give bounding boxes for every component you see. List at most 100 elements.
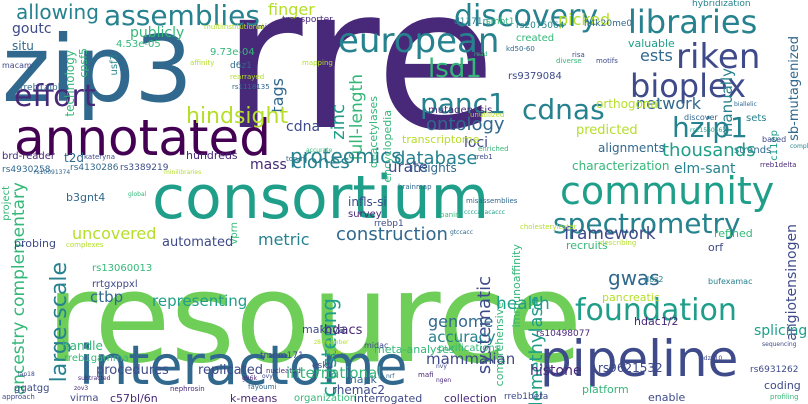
word-motifs: motifs	[596, 57, 618, 65]
word-gwas: gwas	[608, 266, 660, 290]
word-orf: orf	[708, 241, 724, 254]
word-interrogated: interrogated	[354, 392, 423, 404]
word-rreb1beta: rreb1beta	[504, 392, 549, 402]
word-rs4130286: rs4130286	[70, 163, 119, 173]
word-valuable: valuable	[628, 37, 675, 50]
word-macam: macam	[2, 61, 32, 70]
word-rearrayed: rearrayed	[230, 73, 265, 81]
word-global: global	[128, 191, 147, 198]
word-describing: describing	[600, 239, 637, 247]
word-risa: risa	[572, 51, 585, 59]
word-h4k20me0: h4k20me0	[584, 19, 633, 29]
word-zip3: zip3	[2, 16, 193, 123]
word-community: community	[560, 169, 775, 213]
word-g96k: g96k	[242, 375, 257, 382]
word-lap18: lap18	[18, 371, 35, 378]
word-representing: representing	[152, 292, 248, 310]
word-panc1: panc1	[420, 87, 506, 120]
word-infls-si: infls-si	[348, 195, 387, 209]
word-transporter: transporter	[282, 15, 333, 25]
word-genome: genome	[428, 312, 494, 331]
word-rs9621532: rs9621532	[598, 361, 663, 375]
word-hdac12: hdac1/2	[634, 315, 679, 328]
word-ccccaaacaccc: ccccaaacaccc	[464, 209, 506, 216]
word-thousands: thousands	[662, 140, 756, 161]
word-immunoaffinity: immunoaffinity	[510, 244, 523, 328]
word-rre: rre	[222, 0, 496, 174]
word-cdnas: cdnas	[522, 93, 605, 126]
word-zinc: zinc	[328, 104, 349, 140]
word-pdzd10: pdzd10	[700, 355, 723, 362]
word-makova: makova	[302, 323, 346, 336]
word-european: european	[338, 21, 500, 61]
word-enable: enable	[648, 391, 686, 404]
word-rs6931262: rs6931262	[750, 365, 799, 375]
word-ctbp: ctbp	[90, 288, 124, 306]
word-subtracted: subtracted	[78, 375, 111, 382]
word-lsd1: lsd1	[428, 54, 482, 84]
word-created: created	[516, 33, 555, 44]
word-goutc: goutc	[12, 21, 52, 37]
word-replicated: replicated	[198, 363, 263, 378]
word-panin: panin	[440, 211, 460, 219]
word-spectrometry: spectrometry	[553, 207, 741, 240]
word-publicly: publicly	[130, 25, 185, 41]
word-9.73e-04: 9.73e-04	[210, 47, 255, 58]
word-rrebp1: rrebp1	[374, 219, 404, 229]
word-international: international	[286, 364, 382, 382]
word-accuracy: accuracy	[428, 328, 496, 346]
word-rreb1delta: rreb1delta	[760, 161, 797, 169]
word-sets: sets	[746, 113, 767, 124]
word-discover: discover	[684, 113, 718, 122]
word-ggatgg: ggatgg	[14, 383, 50, 394]
word-refined: refined	[714, 227, 753, 240]
word-procedures: procedures	[96, 363, 169, 378]
word-d6z1: d6z1	[230, 61, 252, 71]
word-based: based	[762, 135, 787, 144]
word-characterization: characterization	[572, 159, 670, 173]
word-platform: platform	[582, 383, 629, 396]
word-4.53e-05: 4.53e-05	[116, 39, 161, 50]
word-enriched: enriched	[478, 145, 509, 153]
word-uncovered: uncovered	[72, 224, 157, 243]
word-pipeline: pipeline	[540, 330, 739, 388]
word-recruits: recruits	[566, 239, 608, 252]
word-brainmap: brainmap	[398, 183, 432, 191]
word-hindsight: hindsight	[186, 104, 289, 129]
word-mapping: mapping	[302, 59, 333, 67]
word-nrf: nrf	[386, 373, 395, 380]
word-cdna: cdna	[286, 119, 321, 135]
word-misassemblies: misassemblies	[466, 197, 518, 205]
word-assemblies: assemblies	[104, 0, 260, 32]
word-brd-reader: brd-reader	[2, 151, 56, 162]
word-metric: metric	[258, 230, 310, 249]
word-effort: effort	[14, 79, 96, 114]
word-proteomics: proteomics	[290, 144, 402, 168]
word-clones: clones	[292, 152, 350, 173]
word-mutagenesis: mutagenesis	[428, 105, 493, 116]
word-diverse: diverse	[556, 57, 582, 65]
word-tmem171: tmem171	[260, 351, 304, 361]
word-eskd: eskd	[312, 361, 334, 371]
word-t2d: t2d	[64, 151, 84, 165]
word-read: read	[474, 51, 488, 58]
word-libraries: libraries	[628, 3, 758, 41]
word-hzip1: hzip1	[672, 111, 748, 144]
word-cpsf5: cpsf5	[77, 48, 90, 78]
word-foundation: foundation	[575, 293, 737, 328]
word-rhemac2: rhemac2	[332, 383, 385, 397]
word-allowing: allowing	[16, 0, 99, 24]
word-rs10091374: rs10091374	[34, 169, 71, 176]
word-rs2075064: rs2075064	[516, 21, 565, 31]
word-kd50-60: kd50-60	[506, 45, 535, 53]
word-interactome: interactome	[79, 334, 408, 397]
word-c57bl6n: c57bl/6n	[110, 392, 158, 404]
word-b3gnt4: b3gnt4	[66, 191, 106, 204]
word-rreb1: rreb1	[474, 153, 493, 161]
word-d1171n: d1171n	[454, 17, 489, 27]
word-resource: resource	[46, 247, 583, 391]
word-midac: midac	[364, 341, 389, 350]
word-coding: coding	[764, 379, 801, 392]
word-collection: collection	[444, 392, 497, 404]
